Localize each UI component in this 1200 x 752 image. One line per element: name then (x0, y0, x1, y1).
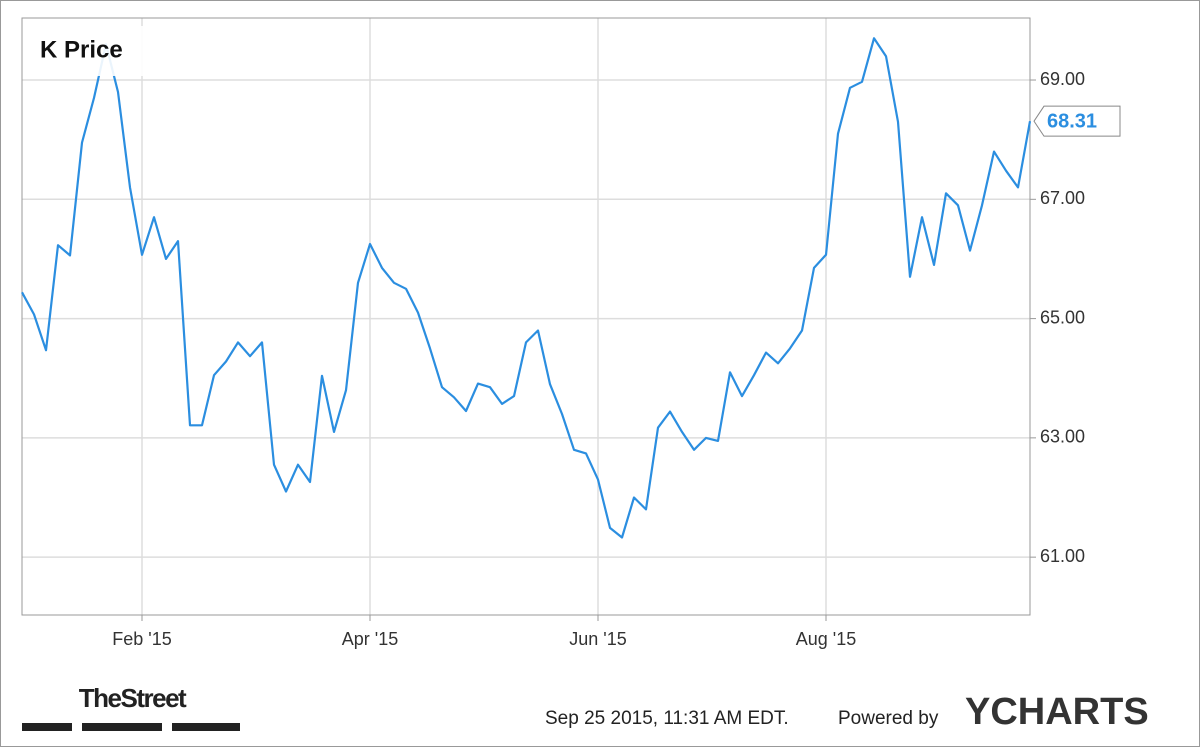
brand-bar (82, 723, 162, 731)
logo: YCHARTS (965, 691, 1149, 733)
price-line (21, 37, 1032, 539)
series (21, 37, 1032, 539)
x-tick-label: Feb '15 (112, 629, 171, 649)
powered-by: Powered by (838, 708, 939, 729)
x-tick-label: Aug '15 (796, 629, 857, 649)
x-tick-label: Jun '15 (569, 629, 626, 649)
brand-bar (22, 723, 72, 731)
brand: TheStreet (79, 683, 187, 713)
y-tick-label: 67.00 (1040, 188, 1085, 208)
x-tick-label: Apr '15 (342, 629, 398, 649)
timestamp: Sep 25 2015, 11:31 AM EDT. (545, 708, 789, 729)
last-value-box (1033, 105, 1121, 137)
grid (22, 18, 1030, 615)
y-tick-label: 61.00 (1040, 546, 1085, 566)
y-tick-label: 69.00 (1040, 69, 1085, 89)
brand-bar (172, 723, 240, 731)
last-value-label: 68.31 (1047, 110, 1097, 132)
title-box (30, 26, 174, 76)
y-tick-label: 63.00 (1040, 427, 1085, 447)
chart-title: K Price (40, 36, 123, 63)
plot-border (21, 17, 1031, 616)
y-tick-label: 65.00 (1040, 307, 1085, 327)
